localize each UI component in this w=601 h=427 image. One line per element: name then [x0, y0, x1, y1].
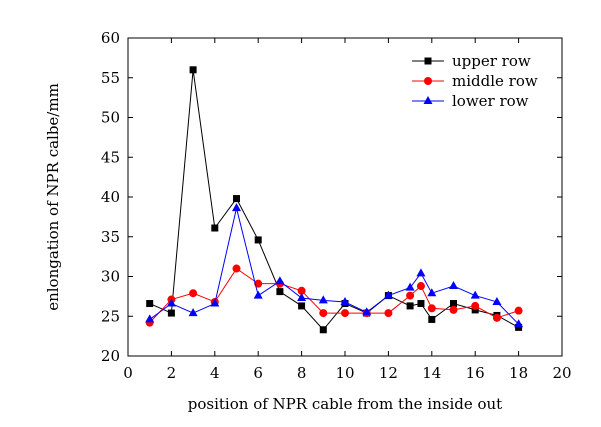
data-point-upper-row — [319, 326, 327, 334]
data-point-middle-row — [471, 301, 480, 310]
series-line-middle-row — [149, 267, 519, 323]
data-point-lower-row — [362, 307, 372, 316]
data-point-upper-row — [254, 236, 262, 244]
data-point-lower-row — [383, 290, 393, 299]
data-point-lower-row — [253, 290, 263, 299]
data-point-lower-row — [188, 308, 198, 317]
data-point-middle-row — [341, 309, 349, 318]
data-point-middle-row — [514, 306, 523, 315]
x-axis-title: position of NPR cable from the inside ou… — [188, 395, 502, 413]
x-tick-label: 0 — [123, 364, 133, 382]
series-layer — [145, 66, 524, 334]
x-tick-label: 12 — [379, 364, 398, 382]
data-point-upper-row — [233, 195, 240, 203]
data-point-lower-row — [166, 298, 176, 307]
data-point-lower-row — [492, 296, 502, 305]
legend-marker-upper-row — [424, 57, 432, 65]
data-point-middle-row — [416, 282, 425, 291]
data-point-lower-row — [210, 298, 220, 307]
data-point-upper-row — [298, 302, 306, 310]
data-point-lower-row — [514, 319, 524, 328]
data-point-upper-row — [146, 300, 154, 308]
legend-item-upper-row: upper row — [412, 52, 531, 70]
legend-label-middle-row: middle row — [452, 72, 538, 90]
x-tick-label: 16 — [466, 364, 485, 382]
data-point-middle-row — [189, 289, 198, 298]
data-point-lower-row — [405, 282, 415, 291]
legend-marker-lower-row — [423, 96, 433, 104]
data-point-middle-row — [406, 291, 415, 300]
axis-ticks: 0 2 4 6 8 10 12 14 16 18 20 20 25 30 35 40 45 50 55 60 — [101, 29, 572, 382]
data-point-upper-row — [211, 224, 219, 232]
x-tick-label: 8 — [297, 364, 307, 382]
legend-item-middle-row: middle row — [412, 72, 538, 90]
data-point-lower-row — [427, 288, 437, 297]
y-tick-label: 20 — [101, 347, 120, 365]
x-tick-label: 14 — [422, 364, 441, 382]
legend-marker-middle-row — [424, 77, 432, 85]
y-tick-label: 25 — [101, 307, 120, 325]
y-tick-label: 35 — [101, 228, 120, 246]
data-point-middle-row — [427, 304, 436, 313]
data-point-upper-row — [189, 66, 197, 74]
data-point-lower-row — [416, 268, 426, 277]
y-tick-label: 40 — [101, 188, 120, 206]
data-point-middle-row — [492, 313, 501, 322]
data-point-upper-row — [167, 309, 175, 317]
data-point-lower-row — [449, 281, 458, 290]
data-point-lower-row — [275, 276, 285, 285]
data-point-lower-row — [145, 314, 155, 323]
y-tick-label: 55 — [101, 69, 120, 87]
data-point-middle-row — [449, 305, 458, 314]
y-axis-title: enlongation of NPR calbe/mm — [44, 83, 62, 311]
data-point-upper-row — [428, 315, 436, 323]
x-tick-label: 10 — [335, 364, 354, 382]
data-point-middle-row — [319, 309, 328, 318]
x-tick-label: 6 — [253, 364, 263, 382]
data-point-lower-row — [318, 295, 328, 304]
data-point-upper-row — [450, 300, 457, 308]
legend-item-lower-row: lower row — [412, 92, 529, 110]
x-tick-label: 4 — [210, 364, 220, 382]
legend-label-upper-row: upper row — [452, 52, 531, 70]
y-tick-label: 60 — [101, 29, 120, 47]
data-point-lower-row — [297, 292, 307, 301]
legend-label-lower-row: lower row — [452, 92, 529, 110]
data-point-lower-row — [340, 296, 350, 305]
data-point-middle-row — [297, 286, 306, 295]
series-lower-row — [145, 203, 524, 328]
data-point-middle-row — [232, 264, 241, 273]
data-point-upper-row — [276, 288, 284, 296]
data-point-upper-row — [515, 323, 523, 331]
data-point-lower-row — [470, 290, 480, 299]
y-tick-label: 30 — [101, 268, 120, 286]
data-point-middle-row — [384, 309, 393, 318]
data-point-lower-row — [232, 203, 241, 212]
x-tick-label: 20 — [552, 364, 571, 382]
data-point-upper-row — [417, 300, 425, 308]
y-tick-label: 45 — [101, 148, 120, 166]
x-tick-label: 2 — [167, 364, 177, 382]
data-point-upper-row — [406, 302, 414, 310]
x-tick-label: 18 — [509, 364, 528, 382]
y-tick-label: 50 — [101, 109, 120, 127]
legend: upper row middle row lower row — [412, 52, 538, 110]
